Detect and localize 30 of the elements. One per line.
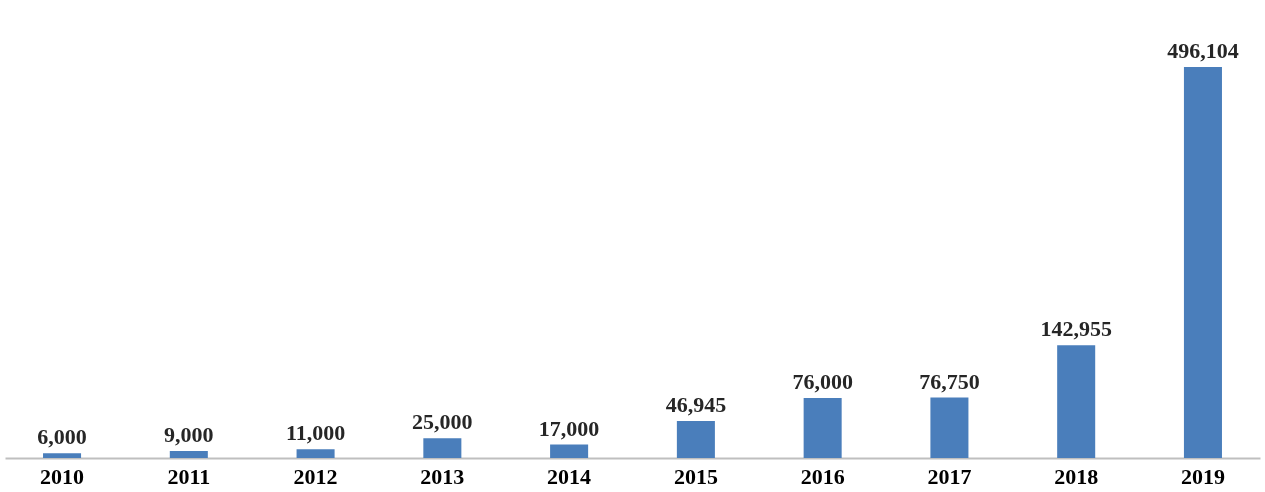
- x-tick-label: 2014: [547, 463, 592, 489]
- bar: [423, 438, 462, 458]
- x-tick-label: 2011: [167, 463, 211, 489]
- bar: [550, 444, 589, 458]
- bar: [803, 398, 842, 458]
- data-label: 142,955: [1040, 316, 1112, 342]
- data-label: 76,000: [792, 369, 853, 395]
- data-label: 496,104: [1167, 38, 1239, 63]
- bar: [169, 450, 208, 458]
- data-label: 11,000: [285, 420, 346, 446]
- x-tick-label: 2012: [293, 463, 338, 489]
- x-tick-label: 2016: [800, 463, 845, 489]
- bar: [1183, 67, 1222, 458]
- data-label: 6,000: [37, 424, 87, 450]
- bar: [676, 421, 715, 458]
- data-label: 25,000: [412, 409, 473, 435]
- bar: [1057, 345, 1096, 458]
- data-label: 17,000: [538, 415, 600, 441]
- bar: [930, 397, 969, 458]
- bar: [43, 453, 82, 458]
- x-tick-label: 2019: [1180, 463, 1225, 489]
- x-tick-label: 2010: [40, 463, 85, 489]
- data-label: 76,750: [919, 368, 980, 394]
- x-tick-label: 2013: [420, 463, 465, 489]
- bar: [296, 449, 335, 458]
- x-tick-label: 2015: [673, 463, 718, 489]
- data-label: 46,945: [665, 392, 727, 417]
- x-tick-label: 2018: [1054, 463, 1099, 489]
- x-tick-label: 2017: [927, 463, 972, 489]
- data-label: 9,000: [164, 421, 214, 447]
